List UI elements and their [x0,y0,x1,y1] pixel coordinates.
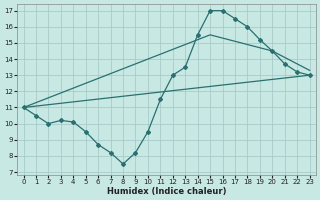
X-axis label: Humidex (Indice chaleur): Humidex (Indice chaleur) [107,187,226,196]
